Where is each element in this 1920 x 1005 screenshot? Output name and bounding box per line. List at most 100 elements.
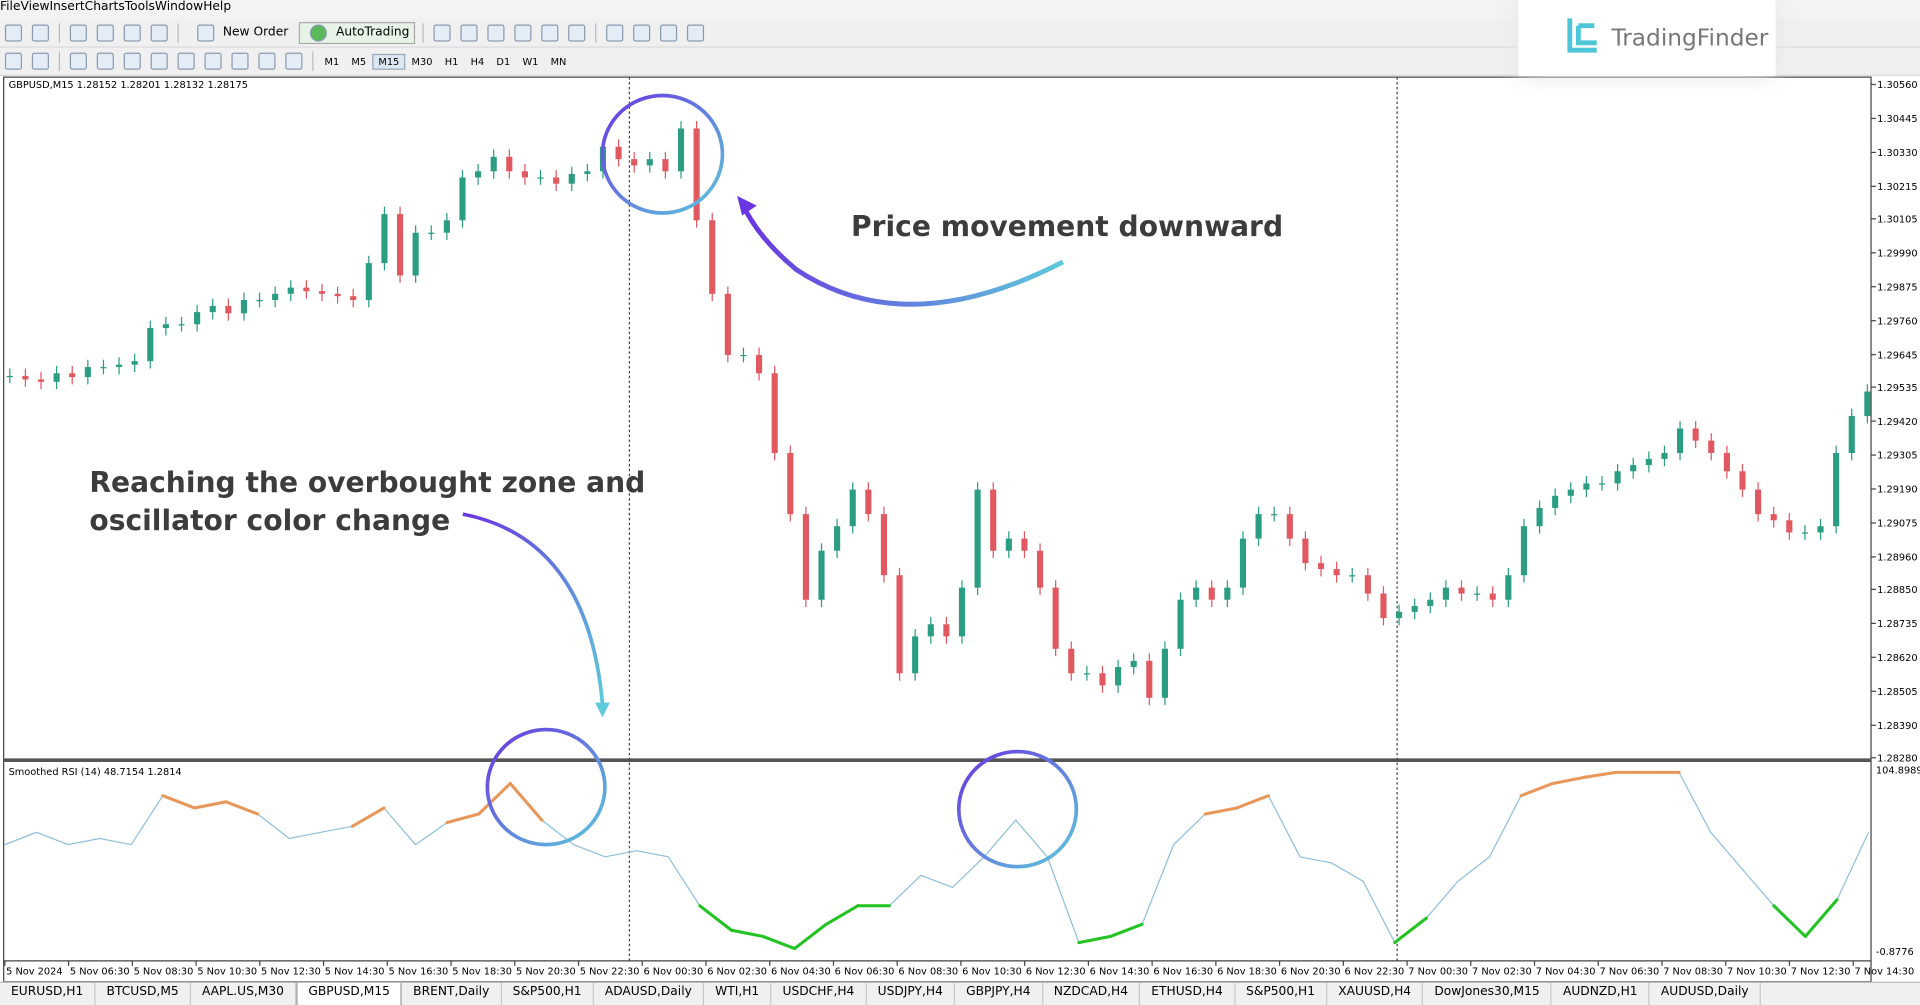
icon[interactable] — [514, 23, 532, 42]
candle-body — [1598, 483, 1606, 485]
menu-item[interactable]: Help — [203, 0, 232, 14]
candle-body — [69, 373, 76, 378]
candle-body — [1208, 587, 1215, 600]
chart-tab[interactable]: EURUSD,H1 — [0, 982, 96, 1005]
chart-tab[interactable]: BTCUSD,M5 — [96, 982, 191, 1005]
icon[interactable] — [285, 52, 303, 70]
icon[interactable] — [258, 52, 276, 70]
chart-tab[interactable]: AUDUSD,Daily — [1650, 982, 1761, 1005]
candle-body — [1817, 526, 1824, 533]
icon[interactable] — [660, 23, 678, 42]
chart-tab[interactable]: WTI,H1 — [704, 982, 772, 1005]
icon[interactable] — [69, 52, 87, 70]
candle-body — [1146, 660, 1153, 698]
candle-body — [209, 305, 216, 313]
icon[interactable] — [96, 23, 114, 42]
timeframe-button[interactable]: M5 — [351, 55, 367, 67]
x-tick-label: 7 Nov 02:30 — [1472, 966, 1532, 977]
candle-body — [1676, 428, 1684, 453]
icon[interactable] — [4, 52, 23, 70]
chart-tab[interactable]: AAPL.US,M30 — [191, 982, 297, 1005]
icon[interactable] — [31, 52, 49, 70]
rsi-zone-segment — [1551, 775, 1586, 786]
icon[interactable] — [460, 23, 478, 42]
icon[interactable] — [487, 23, 505, 42]
icon[interactable] — [687, 23, 705, 42]
separator — [312, 51, 314, 71]
highlight-circle — [956, 749, 1079, 869]
autotrading-button[interactable]: AutoTrading — [299, 21, 416, 44]
icon[interactable] — [123, 52, 141, 70]
x-tick-label: 6 Nov 16:30 — [1153, 966, 1213, 977]
chart-tab[interactable]: NZDCAD,H4 — [1043, 982, 1141, 1005]
timeframe-button[interactable]: H1 — [444, 55, 459, 67]
chart-tab[interactable]: AUDNZD,H1 — [1552, 982, 1650, 1005]
chart-tab[interactable]: ADAUSD,Daily — [594, 982, 705, 1005]
candle-body — [84, 367, 91, 378]
menu-item[interactable]: Insert — [49, 0, 85, 14]
x-tick-label: 7 Nov 08:30 — [1663, 966, 1723, 977]
separator — [422, 22, 425, 43]
icon[interactable] — [123, 23, 141, 42]
y-tick-label: 1.29990 — [1877, 248, 1917, 259]
candle-body — [1302, 538, 1309, 564]
menu-item[interactable]: Charts — [84, 0, 125, 14]
chart-tab[interactable]: DowJones30,M15 — [1423, 982, 1552, 1005]
chart-tab[interactable]: GBPJPY,H4 — [955, 982, 1043, 1005]
icon[interactable] — [150, 23, 168, 42]
menu-item[interactable]: Tools — [124, 0, 155, 14]
chart-tab[interactable]: ETHUSD,H4 — [1140, 982, 1236, 1005]
icon[interactable] — [568, 23, 586, 42]
candle-body — [553, 177, 560, 184]
candle-body — [459, 177, 466, 221]
icon[interactable] — [31, 23, 49, 42]
candle-body — [631, 159, 638, 166]
chart-tab[interactable]: S&P500,H1 — [502, 982, 594, 1005]
icon[interactable] — [4, 23, 23, 42]
chart-tab[interactable]: GBPUSD,M15 — [296, 982, 403, 1005]
icon[interactable] — [150, 52, 168, 70]
candle-body — [1833, 452, 1840, 527]
rsi-zone-segment — [350, 806, 386, 828]
menu-item[interactable]: Window — [154, 0, 204, 14]
timeframe-button[interactable]: W1 — [522, 55, 539, 67]
timeframe-button[interactable]: M1 — [324, 55, 340, 67]
chart-tab[interactable]: USDCHF,H4 — [771, 982, 867, 1005]
icon[interactable] — [96, 52, 114, 70]
candle-body — [1115, 667, 1122, 686]
candle-body — [1177, 599, 1184, 649]
icon[interactable] — [231, 52, 249, 70]
icon[interactable] — [633, 23, 651, 42]
menu-item[interactable]: File — [0, 0, 21, 14]
timeframe-button[interactable]: M30 — [411, 55, 433, 67]
rsi-zone-segment — [1203, 806, 1239, 816]
rsi-zone-segment — [161, 794, 196, 810]
arrow — [741, 204, 1064, 307]
icon[interactable] — [204, 52, 222, 70]
arrow-head — [595, 702, 610, 718]
chart-tab[interactable]: BRENT,Daily — [402, 982, 502, 1005]
chart-tab[interactable]: S&P500,H1 — [1235, 982, 1328, 1005]
icon[interactable] — [606, 23, 624, 42]
timeframe-button[interactable]: MN — [550, 55, 567, 67]
chart-tab[interactable]: USDJPY,H4 — [867, 982, 956, 1005]
timeframe-button[interactable]: H4 — [470, 55, 485, 67]
icon[interactable] — [177, 52, 195, 70]
y-tick-label: 1.29420 — [1877, 417, 1917, 428]
candle-body — [475, 171, 482, 178]
x-tick-label: 6 Nov 10:30 — [962, 966, 1022, 977]
rsi-zone-segment — [729, 928, 765, 938]
candle-body — [1864, 391, 1871, 417]
menu-item[interactable]: View — [20, 0, 50, 14]
chart-tab[interactable]: XAUUSD,H4 — [1327, 982, 1424, 1005]
rsi-zone-segment — [1108, 922, 1144, 938]
timeframe-button[interactable]: M15 — [372, 53, 406, 70]
icon[interactable] — [433, 23, 452, 42]
new-order-button[interactable]: New Order — [186, 21, 294, 43]
candle-body — [116, 364, 123, 368]
icon[interactable] — [541, 23, 559, 42]
timeframe-button[interactable]: D1 — [496, 55, 511, 67]
x-tick-label: 5 Nov 14:30 — [325, 966, 385, 977]
icon[interactable] — [69, 23, 87, 42]
candle-body — [615, 146, 622, 160]
